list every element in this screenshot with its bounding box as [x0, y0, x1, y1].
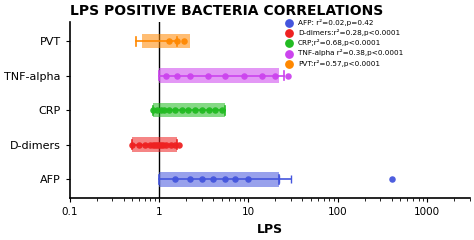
Point — [241, 74, 248, 78]
Point — [157, 143, 165, 147]
Point — [186, 177, 193, 181]
Point — [171, 143, 179, 147]
Point — [272, 74, 279, 78]
Point — [221, 177, 229, 181]
Point — [167, 143, 174, 147]
X-axis label: LPS: LPS — [257, 223, 283, 236]
Point — [191, 108, 199, 112]
Point — [231, 177, 238, 181]
Point — [258, 74, 265, 78]
Point — [180, 39, 188, 43]
Point — [198, 108, 206, 112]
Point — [178, 108, 186, 112]
Point — [211, 108, 219, 112]
Point — [388, 177, 395, 181]
Point — [184, 108, 191, 112]
Point — [128, 143, 136, 147]
Point — [163, 74, 170, 78]
Point — [157, 108, 165, 112]
Point — [171, 108, 179, 112]
Point — [149, 143, 156, 147]
Point — [153, 143, 161, 147]
Bar — [159, 68, 279, 83]
Point — [205, 108, 212, 112]
Point — [284, 74, 292, 78]
Bar — [142, 34, 190, 48]
Bar — [153, 103, 225, 117]
Point — [221, 74, 229, 78]
Point — [175, 143, 182, 147]
Point — [151, 143, 159, 147]
Legend: AFP: r²=0.02,p=0.42, D-dimers:r²=0.28,p<0.0001, CRP;r²=0.68,p<0.0001, TNF-alpha : AFP: r²=0.02,p=0.42, D-dimers:r²=0.28,p<… — [282, 19, 403, 67]
Point — [136, 143, 143, 147]
Point — [155, 143, 163, 147]
Point — [173, 74, 181, 78]
Point — [186, 74, 193, 78]
Point — [161, 108, 168, 112]
Point — [198, 177, 206, 181]
Point — [204, 74, 211, 78]
Point — [165, 108, 173, 112]
Bar — [132, 138, 177, 152]
Point — [218, 108, 225, 112]
Point — [245, 177, 252, 181]
Point — [149, 108, 156, 112]
Point — [159, 143, 166, 147]
Bar — [159, 172, 279, 186]
Point — [146, 143, 154, 147]
Text: LPS POSITIVE BACTERIA CORRELATIONS: LPS POSITIVE BACTERIA CORRELATIONS — [70, 4, 383, 18]
Point — [153, 108, 161, 112]
Point — [171, 177, 179, 181]
Point — [163, 143, 170, 147]
Point — [141, 143, 149, 147]
Point — [209, 177, 217, 181]
Point — [173, 39, 181, 43]
Point — [165, 39, 173, 43]
